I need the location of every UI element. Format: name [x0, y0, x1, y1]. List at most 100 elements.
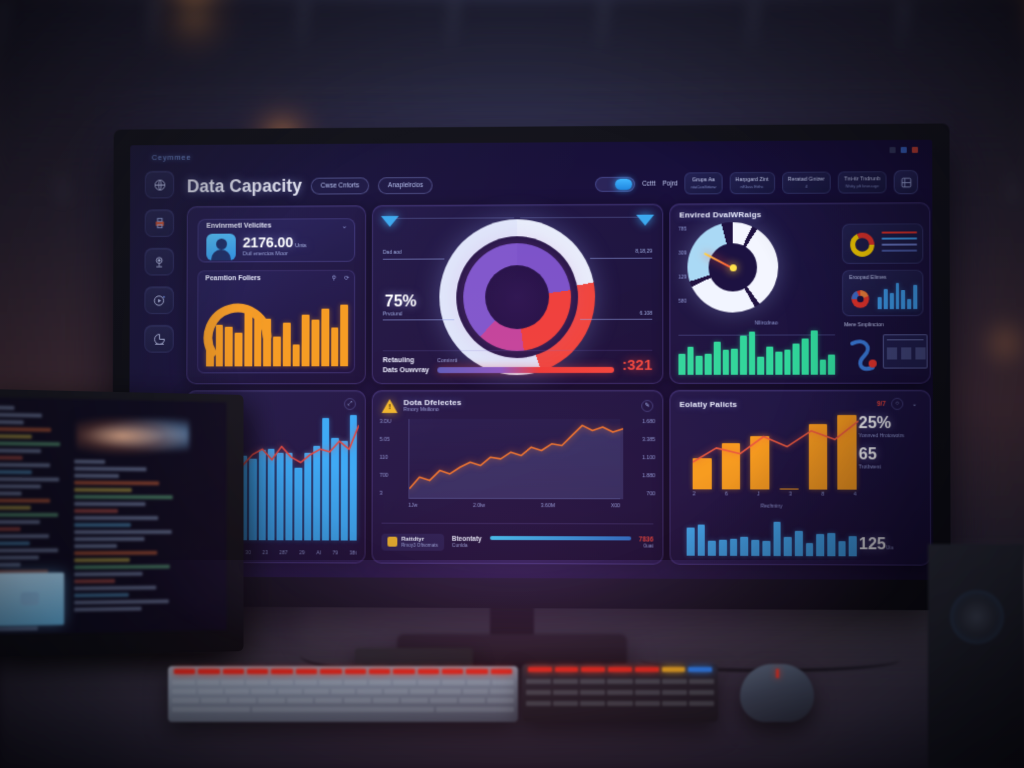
avatar-body [211, 249, 231, 261]
bc-legend-values: 7836 0uat [639, 536, 654, 549]
settings-button[interactable] [893, 169, 919, 195]
panel-envired-gauge: Envired DvalWRaigs 785 309 129 580 Nllir… [669, 202, 931, 384]
progress-bar[interactable] [437, 366, 615, 374]
legend-bar-2 [490, 544, 631, 548]
key-led [417, 669, 439, 674]
header-card-2[interactable]: Harpgard Zint nKlass Eithc [729, 171, 775, 195]
br-refresh-button[interactable]: ○ [891, 397, 904, 410]
footer-label: Retauiing Dats Ouwvray [383, 356, 429, 375]
code-line [74, 459, 106, 464]
view-toggle[interactable] [594, 176, 636, 192]
code-line [0, 419, 24, 425]
sidebar[interactable] [139, 170, 179, 353]
progress-footer: Retauiing Dats Ouwvray Cominrti :321 [382, 349, 653, 377]
br-kpi-stack: 25% Yonnved Hrotowotrs 65 Trotbwest [859, 415, 922, 471]
code-line [74, 515, 159, 521]
footer-value: :321 [622, 357, 652, 374]
mini-widget-donut-legend[interactable] [841, 223, 924, 264]
bar [794, 530, 803, 557]
bar [828, 354, 836, 375]
bar [713, 342, 721, 375]
bc-y-axis-right: 1.680 3.385 1.100 1.880 700 [642, 419, 655, 497]
sidebar-item-chart[interactable] [144, 324, 174, 353]
chip-course-contents[interactable]: Cwse Cntorts [310, 176, 370, 195]
br-header: Eolatly Palicts 9/7 ○ ⌄ [679, 397, 920, 410]
laptop-image-thumb [76, 415, 190, 457]
br-more-button[interactable]: ⌄ [911, 401, 918, 408]
axis-label: 1Jw [408, 502, 418, 509]
code-line [0, 626, 38, 632]
key-led [466, 669, 488, 674]
chip-analytics[interactable]: Anaplelrcios [378, 176, 434, 194]
code-line [0, 527, 21, 532]
donut-inner-ring [463, 243, 572, 352]
legend-row-4 [881, 249, 918, 252]
bar [253, 316, 262, 367]
bc-area-chart [409, 419, 624, 500]
bar [766, 346, 774, 375]
code-line [0, 512, 59, 517]
bc-legend-bars [489, 535, 631, 548]
legend-bar-1 [489, 535, 631, 540]
key-led [554, 667, 579, 672]
header-card-4[interactable]: Tnt-ttr Tndrunb Nhtty pft bneuuge [837, 171, 887, 194]
toggle-knob [614, 178, 633, 190]
window-controls[interactable] [889, 146, 918, 154]
keyboard[interactable] [168, 666, 518, 722]
bc-legend: Rattdtyr Rmoy3 Oftvomats Bteontaty Cunld… [381, 522, 654, 556]
trend-line [693, 421, 859, 463]
code-line [74, 466, 147, 472]
kpi-card-menu[interactable]: ⌄ [341, 223, 348, 231]
code-line [74, 487, 133, 493]
header-link-2[interactable]: Pojrd [662, 179, 678, 188]
warning-triangle-icon: ! [381, 398, 398, 413]
axis-label: 8 [821, 491, 825, 498]
footer-label-line1: Retauiing [382, 357, 415, 365]
device-frame [882, 334, 928, 369]
header-card-3[interactable]: Reratad Gnizer 4 [781, 171, 831, 194]
dashboard: Ceymmee [129, 140, 933, 580]
br-plot [693, 414, 859, 490]
sidebar-item-location[interactable] [144, 247, 174, 276]
bc-edit-button[interactable]: ✎ [641, 399, 654, 412]
kpi-subtitle: Duil enercios Moor [242, 251, 288, 258]
br-badge: 9/7 [876, 400, 886, 408]
mini-widget-mixed[interactable]: Eroopad Elimes [842, 269, 924, 317]
sidebar-item-globe[interactable] [144, 170, 175, 199]
bar [697, 524, 706, 556]
bar [215, 324, 224, 367]
bar [757, 357, 765, 375]
green-bar-chart [678, 330, 836, 375]
code-line [74, 564, 171, 570]
header-card-1[interactable]: Grups Aa ntaConSrtiew [684, 172, 723, 195]
bars-card-filter-icon[interactable]: ⚲ [331, 275, 337, 282]
sidebar-item-play[interactable] [144, 286, 174, 315]
panel-bottom-right: Eolatly Palicts 9/7 ○ ⌄ 2 6 J 3 8 4 Rechniny [669, 389, 932, 566]
bc-legend-item-1[interactable]: Rattdtyr Rmoy3 Oftvomats [381, 533, 444, 551]
window-maximize-dot[interactable] [900, 146, 907, 154]
window-close-dot[interactable] [911, 146, 918, 153]
bar [792, 343, 800, 375]
key-led [368, 669, 391, 674]
bc-title-group: Dota Dfelectes Rmory Msiliono [403, 398, 461, 413]
sidebar-item-printer[interactable] [144, 209, 175, 237]
header-link-1[interactable]: Ccttt [642, 180, 656, 188]
bar [816, 533, 825, 557]
bars-card-refresh-icon[interactable]: ⟳ [344, 275, 350, 282]
code-line [0, 562, 21, 567]
avatar-head [215, 238, 227, 250]
numpad[interactable] [522, 664, 718, 722]
key-led [247, 669, 269, 674]
mouse[interactable] [740, 664, 814, 722]
mini-widget-device[interactable]: Mere Smplincton [842, 322, 928, 379]
window-minimize-dot[interactable] [889, 147, 896, 154]
panel-bottom-center: ! Dota Dfelectes Rmory Msiliono ✎ 3.DU 5.… [371, 389, 664, 565]
kpi-card-vehicles[interactable]: Envinrmetl Velicites ⌄ 2176.00 Unts Duil … [197, 218, 356, 263]
legend-value-2: 0uat [643, 542, 654, 550]
key-led [295, 669, 318, 674]
bar [244, 311, 253, 367]
code-line [0, 498, 50, 503]
bl-expand-button[interactable]: ⤢ [344, 398, 356, 411]
bar [901, 290, 906, 310]
bar [678, 353, 686, 375]
